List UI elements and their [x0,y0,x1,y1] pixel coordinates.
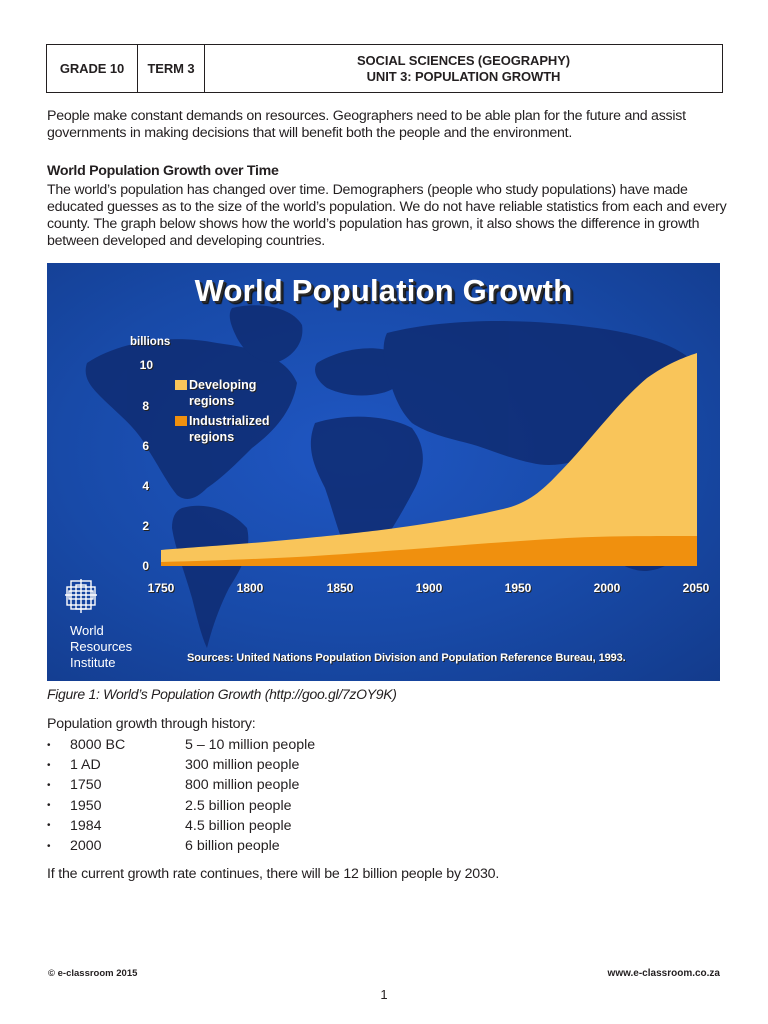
term-label: TERM 3 [138,45,205,92]
population-value: 800 million people [185,777,300,794]
section-heading: World Population Growth over Time [47,163,279,179]
bullet-icon: • [47,840,51,852]
chart-legend: Developing regions Industrialized regions [175,377,270,449]
header-table: GRADE 10 TERM 3 SOCIAL SCIENCES (GEOGRAP… [46,44,723,93]
wri-logo-text: World Resources Institute [70,623,132,671]
legend-item-industrialized: Industrialized regions [175,413,270,445]
period-label: 1750 [70,777,102,794]
figure-source: Sources: United Nations Population Divis… [187,652,626,664]
population-value: 5 – 10 million people [185,737,316,754]
bullet-icon: • [47,779,51,791]
period-label: 8000 BC [70,737,126,754]
x-tick: 1900 [415,581,443,595]
list-item: • 1950 2.5 billion people [47,796,315,816]
intro-paragraph: People make constant demands on resource… [47,108,686,141]
history-intro: Population growth through history: [47,716,256,732]
x-tick: 2000 [593,581,621,595]
list-item: • 1 AD 300 million people [47,755,315,775]
logo-text-line: World [70,623,104,638]
logo-text-line: Institute [70,655,116,670]
figure-title: World Population Growth [194,273,573,308]
bullet-icon: • [47,820,51,832]
footer-website-link[interactable]: www.e-classroom.co.za [607,968,720,979]
developing-swatch-icon [175,380,187,390]
world-map-icon [85,305,697,648]
list-item: • 1750 800 million people [47,775,315,795]
industrialized-regions-area [161,536,697,566]
population-value: 300 million people [185,757,300,774]
y-axis-unit: billions [130,336,171,348]
x-tick: 1950 [504,581,532,595]
section-body: The world’s population has changed over … [47,182,727,249]
x-tick: 1750 [147,581,175,595]
population-value: 6 billion people [185,838,280,855]
grade-label: GRADE 10 [47,45,138,92]
bullet-icon: • [47,800,51,812]
x-tick: 1800 [236,581,264,595]
figure-caption: Figure 1: World’s Population Growth (htt… [47,686,397,702]
y-tick: 4 [142,479,149,493]
area-chart [161,353,697,566]
industrialized-swatch-icon [175,416,187,426]
x-tick: 2050 [682,581,710,595]
world-map-and-chart [65,305,697,648]
wri-logo-icon [65,579,97,613]
y-tick: 2 [142,519,149,533]
legend-label: regions [189,394,235,408]
bullet-icon: • [47,739,51,751]
y-tick: 0 [142,559,149,573]
legend-label: Industrialized [189,414,270,428]
closing-paragraph: If the current growth rate continues, th… [47,866,500,882]
period-label: 1 AD [70,757,101,774]
logo-text-line: Resources [70,639,133,654]
subject-cell: SOCIAL SCIENCES (GEOGRAPHY) UNIT 3: POPU… [205,45,722,92]
bullet-icon: • [47,759,51,771]
period-label: 1950 [70,797,102,814]
legend-label: Developing [189,378,257,392]
legend-item-developing: Developing regions [175,377,270,409]
developing-regions-area [161,353,697,566]
population-value: 4.5 billion people [185,817,292,834]
footer-copyright: © e-classroom 2015 [48,968,138,979]
list-item: • 8000 BC 5 – 10 million people [47,735,315,755]
population-growth-figure: World Population Growth billions 0 2 4 6… [47,263,720,681]
population-value: 2.5 billion people [185,797,292,814]
list-item: • 1984 4.5 billion people [47,816,315,836]
page-number: 1 [380,987,388,1002]
unit-title: UNIT 3: POPULATION GROWTH [366,68,561,84]
y-tick: 6 [142,439,149,453]
legend-label: regions [189,430,235,444]
period-label: 1984 [70,817,102,834]
y-tick: 10 [139,358,153,372]
period-label: 2000 [70,838,102,855]
subject-title: SOCIAL SCIENCES (GEOGRAPHY) [356,52,571,68]
list-item: • 2000 6 billion people [47,836,315,856]
x-tick: 1850 [326,581,354,595]
history-list: • 8000 BC 5 – 10 million people • 1 AD 300 m… [47,735,315,856]
y-tick: 8 [142,399,149,413]
